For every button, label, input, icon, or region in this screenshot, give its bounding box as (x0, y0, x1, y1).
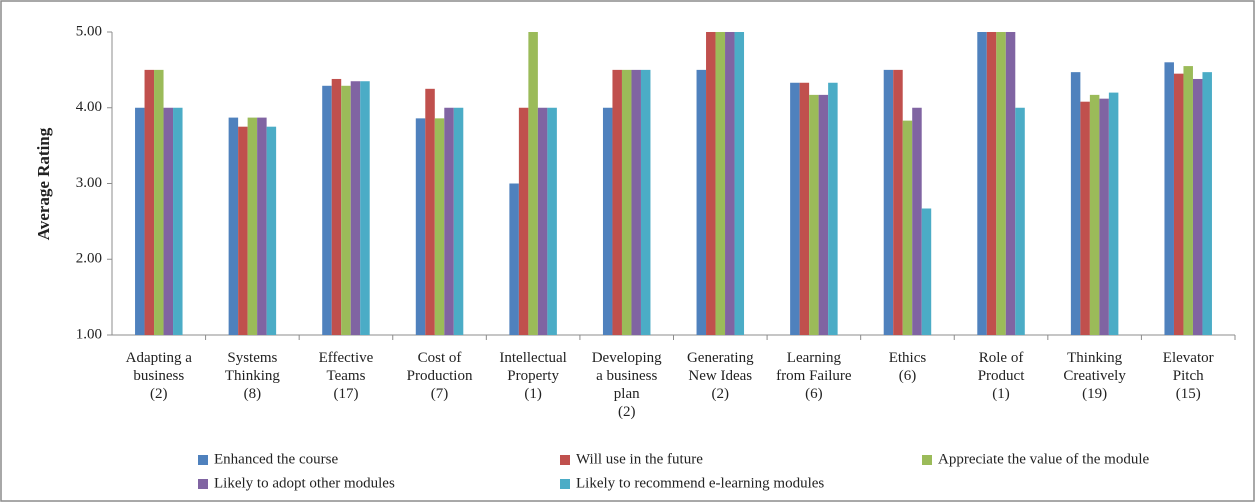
legend-label: Enhanced the course (214, 451, 338, 467)
bar (415, 118, 426, 335)
bar (1089, 94, 1100, 335)
bar (640, 69, 651, 335)
bar (1015, 107, 1025, 335)
bar (715, 32, 726, 335)
x-tick-label: Ethics (6) (889, 350, 927, 384)
bar (1108, 92, 1119, 335)
legend-swatch (922, 455, 932, 465)
bar (322, 85, 332, 335)
bar (1070, 72, 1081, 336)
y-axis-label: Average Rating (34, 127, 53, 240)
bar (799, 82, 810, 335)
legend-label: Appreciate the value of the module (938, 451, 1150, 467)
x-tick-label: Effective Teams (17) (319, 350, 374, 402)
x-tick-label: Elevator Pitch (15) (1163, 350, 1214, 402)
bar (706, 32, 716, 335)
bar (1005, 32, 1016, 335)
bar (341, 85, 351, 335)
bar (612, 69, 622, 335)
bar (1192, 78, 1203, 335)
bar (1164, 62, 1174, 336)
x-tick-label: Adapting a business (2) (126, 350, 193, 402)
x-tick-label: Intellectual Property (1) (499, 350, 566, 402)
x-tick-label: Cost of Production (7) (407, 350, 473, 402)
bar (828, 82, 838, 335)
bar (266, 126, 277, 335)
bar (725, 32, 735, 335)
bar (350, 81, 361, 335)
bar (1080, 101, 1090, 335)
bar (621, 69, 632, 335)
x-tick-label: Developing a business plan (2) (592, 350, 662, 420)
bar (163, 107, 174, 335)
bar (173, 107, 183, 335)
bar (238, 126, 248, 335)
bar (228, 117, 239, 335)
y-tick-label: 4.00 (76, 99, 102, 115)
bar (631, 69, 641, 335)
y-tick-label: 5.00 (76, 23, 102, 39)
bar (790, 82, 800, 335)
bar (509, 183, 519, 335)
bar (257, 117, 267, 335)
bar (537, 107, 548, 335)
x-tick-label: Generating New Ideas (2) (687, 350, 754, 402)
legend-swatch (560, 479, 570, 489)
bar (1173, 73, 1184, 335)
bar (893, 69, 903, 335)
x-tick-label: Thinking Creatively (19) (1063, 350, 1126, 402)
bar (144, 69, 155, 335)
bar (602, 107, 613, 335)
x-tick-label: Learning from Failure (6) (776, 350, 852, 402)
bar (921, 208, 932, 335)
y-tick-label: 3.00 (76, 175, 102, 191)
legend-label: Likely to adopt other modules (214, 475, 395, 491)
bar (996, 32, 1006, 335)
bar (528, 32, 538, 335)
bar (135, 107, 145, 335)
bar (986, 32, 997, 335)
bar (247, 117, 258, 335)
y-tick-label: 1.00 (76, 326, 102, 342)
bar (696, 69, 707, 335)
bar (444, 107, 454, 335)
bar (453, 107, 464, 335)
legend-label: Likely to recommend e-learning modules (576, 475, 824, 491)
bar (518, 107, 529, 335)
bar (809, 94, 819, 335)
y-tick-label: 2.00 (76, 251, 102, 267)
x-tick-label: Systems Thinking (8) (225, 350, 280, 402)
bar (912, 107, 922, 335)
bar (1099, 98, 1109, 335)
legend-swatch (198, 479, 208, 489)
bar (360, 81, 370, 335)
bar (331, 78, 342, 335)
bar (434, 118, 445, 335)
bar (425, 88, 435, 335)
bar (1183, 66, 1193, 336)
bar (818, 94, 829, 335)
legend-swatch (198, 455, 208, 465)
bar (154, 69, 164, 335)
bar (977, 32, 987, 335)
bar (734, 32, 745, 335)
bar (547, 107, 557, 335)
legend-label: Will use in the future (576, 451, 703, 467)
x-tick-label: Role of Product (1) (978, 350, 1025, 402)
bar (1202, 72, 1212, 336)
bar (883, 69, 894, 335)
legend-swatch (560, 455, 570, 465)
bar (902, 120, 913, 335)
